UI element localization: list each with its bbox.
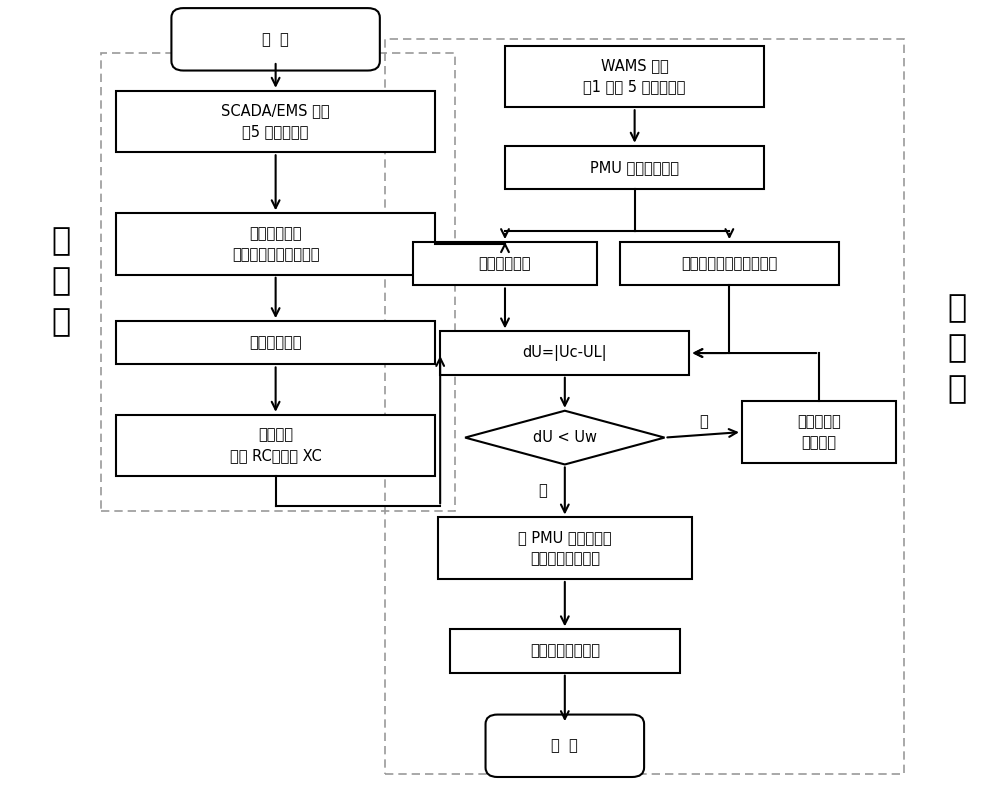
Text: dU=|Uc-UL|: dU=|Uc-UL| (523, 345, 607, 361)
Text: 模
块
一: 模 块 一 (52, 226, 71, 338)
Text: 节点等效
电阔 RC、电抗 XC: 节点等效 电阔 RC、电抗 XC (230, 427, 322, 463)
Text: PMU 相量数据滤波: PMU 相量数据滤波 (590, 160, 679, 174)
Text: WAMS 系统
（1 秒或 5 秒钟间隔）: WAMS 系统 （1 秒或 5 秒钟间隔） (583, 59, 686, 94)
Text: 输出节点等效参数: 输出节点等效参数 (530, 643, 600, 658)
FancyBboxPatch shape (171, 8, 380, 71)
Text: 单 PMU 量测段面的
等效参数优化辨识: 单 PMU 量测段面的 等效参数优化辨识 (518, 531, 612, 566)
Bar (620, 242, 839, 285)
Bar (116, 415, 435, 477)
FancyBboxPatch shape (486, 714, 644, 777)
Bar (505, 146, 764, 189)
Text: 等效参数初値: 等效参数初値 (479, 256, 531, 271)
Text: 参量灵敏度
初値修正: 参量灵敏度 初値修正 (797, 414, 841, 450)
Text: 结  束: 结 束 (551, 738, 578, 753)
Bar (505, 46, 764, 107)
Text: 节点等效模型和负荷确定: 节点等效模型和负荷确定 (681, 256, 777, 271)
Text: dU < Uw: dU < Uw (533, 430, 597, 445)
Bar (438, 517, 692, 579)
Text: 否: 否 (699, 414, 708, 429)
Bar (742, 401, 896, 463)
Text: 模
块
二: 模 块 二 (947, 293, 966, 405)
Text: 开  始: 开 始 (262, 32, 289, 47)
Bar (450, 629, 680, 672)
Text: 是: 是 (539, 484, 547, 499)
Text: 短路电流计算: 短路电流计算 (249, 335, 302, 351)
Text: 电网运行数据
拓扑、参数、状态估计: 电网运行数据 拓扑、参数、状态估计 (232, 226, 319, 262)
Bar (440, 331, 689, 375)
Bar (413, 242, 597, 285)
Polygon shape (465, 411, 665, 465)
Bar (116, 321, 435, 365)
Bar (116, 213, 435, 275)
Text: SCADA/EMS 系统
（5 分钟间隔）: SCADA/EMS 系统 （5 分钟间隔） (221, 104, 330, 140)
Bar (116, 90, 435, 152)
